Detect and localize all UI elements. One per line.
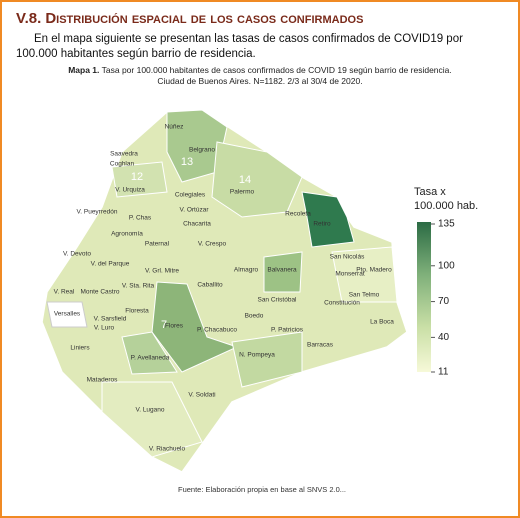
district-shape [111,161,168,198]
barrio-label: Monserrat [335,271,364,278]
barrio-label: Chacarita [183,221,211,228]
barrio-label: Agronomía [111,231,143,238]
barrio-label: V. Sarsfield [94,316,127,323]
barrio-label: V. Riachuelo [149,446,186,453]
map-number: 12 [131,171,143,183]
barrio-label: V. Lugano [135,407,164,414]
barrio-label: N. Pompeya [239,352,275,359]
legend-tick-label: 100 [438,260,455,271]
barrio-label: P. Chas [129,215,152,222]
barrio-label: Barracas [307,342,334,349]
district-shape [121,331,178,375]
barrio-label: V. Grl. Mitre [145,268,179,275]
section-header: V.8. Distribución espacial de los casos c… [16,10,363,27]
barrio-label: Saavedra [110,151,138,158]
barrio-label: Belgrano [189,147,215,154]
legend-title: Tasa x [414,186,446,198]
map-number: 13 [181,156,193,168]
district-shape [263,251,303,293]
barrio-label: Almagro [234,267,259,274]
barrio-label: Floresta [125,308,149,315]
map-number: 7 [161,319,167,331]
caption-label: Mapa 1. [68,65,100,75]
caption-text: Tasa por 100.000 habitantes de casos con… [101,65,452,75]
barrio-label: Caballito [197,282,223,289]
barrio-label: Flores [165,323,184,330]
map-number: 14 [239,174,251,186]
barrio-label: Versalles [54,311,81,318]
barrio-label: V. Crespo [198,241,227,248]
legend-tick-label: 11 [438,367,449,378]
barrio-label: Coghlan [110,161,135,168]
barrio-label: Monte Castro [80,289,119,296]
legend-bar [417,222,431,372]
barrio-label: P. Chacabuco [197,327,237,334]
barrio-label: Paternal [145,241,170,248]
barrio-label: P. Avellaneda [131,355,170,362]
intro-text: En el mapa siguiente se presentan las ta… [16,33,463,60]
barrio-label: V. del Parque [91,261,130,268]
legend-title: 100.000 hab. [414,200,478,212]
legend-tick-label: 70 [438,296,450,307]
district-shape [301,191,355,248]
barrio-label: V. Ortúzar [179,207,209,214]
barrio-label: Constitución [324,300,360,307]
barrio-label: V. Devoto [63,251,91,258]
barrio-label: Palermo [230,189,255,196]
barrio-label: Boedo [245,313,264,320]
district-shape [101,381,203,458]
barrio-label: V. Urquiza [115,187,145,194]
barrio-label: Recoleta [285,211,311,218]
barrio-label: Mataderos [87,377,118,384]
barrio-label: Balvanera [267,267,297,274]
district-shape [211,141,303,218]
barrio-label: San Cristóbal [257,297,297,304]
barrio-label: San Nicolás [330,254,365,261]
section-title: Distribución espacial de los casos confi… [45,10,364,27]
barrio-label: Núñez [165,124,184,131]
district-shape [331,246,398,303]
barrio-label: V. Sta. Rita [122,283,155,290]
barrio-label: San Telmo [349,292,380,299]
barrio-label: V. Soldati [188,392,215,399]
barrio-label: La Boca [370,319,394,326]
barrio-label: Colegiales [175,192,206,199]
barrio-label: P. Patricios [271,327,304,334]
district-shape [46,301,88,328]
barrio-label: Pto. Madero [356,267,392,274]
barrio-label: Liniers [70,345,90,352]
district-shape [231,331,303,388]
barrio-label: V. Pueyrredón [77,209,118,216]
caption: Mapa 1. Tasa por 100.000 habitantes de c… [2,65,518,87]
barrio-label: V. Luro [94,325,115,332]
source: Fuente: Elaboración propia en base al SN… [178,485,346,494]
caption-line2: Ciudad de Buenos Aires. N=1182. 2/3 al 3… [157,76,363,86]
legend-tick-label: 135 [438,219,455,230]
barrio-label: Retiro [313,221,331,228]
barrio-label: V. Real [54,289,75,296]
section-number: V.8. [16,10,42,27]
legend-tick-label: 40 [438,332,450,343]
